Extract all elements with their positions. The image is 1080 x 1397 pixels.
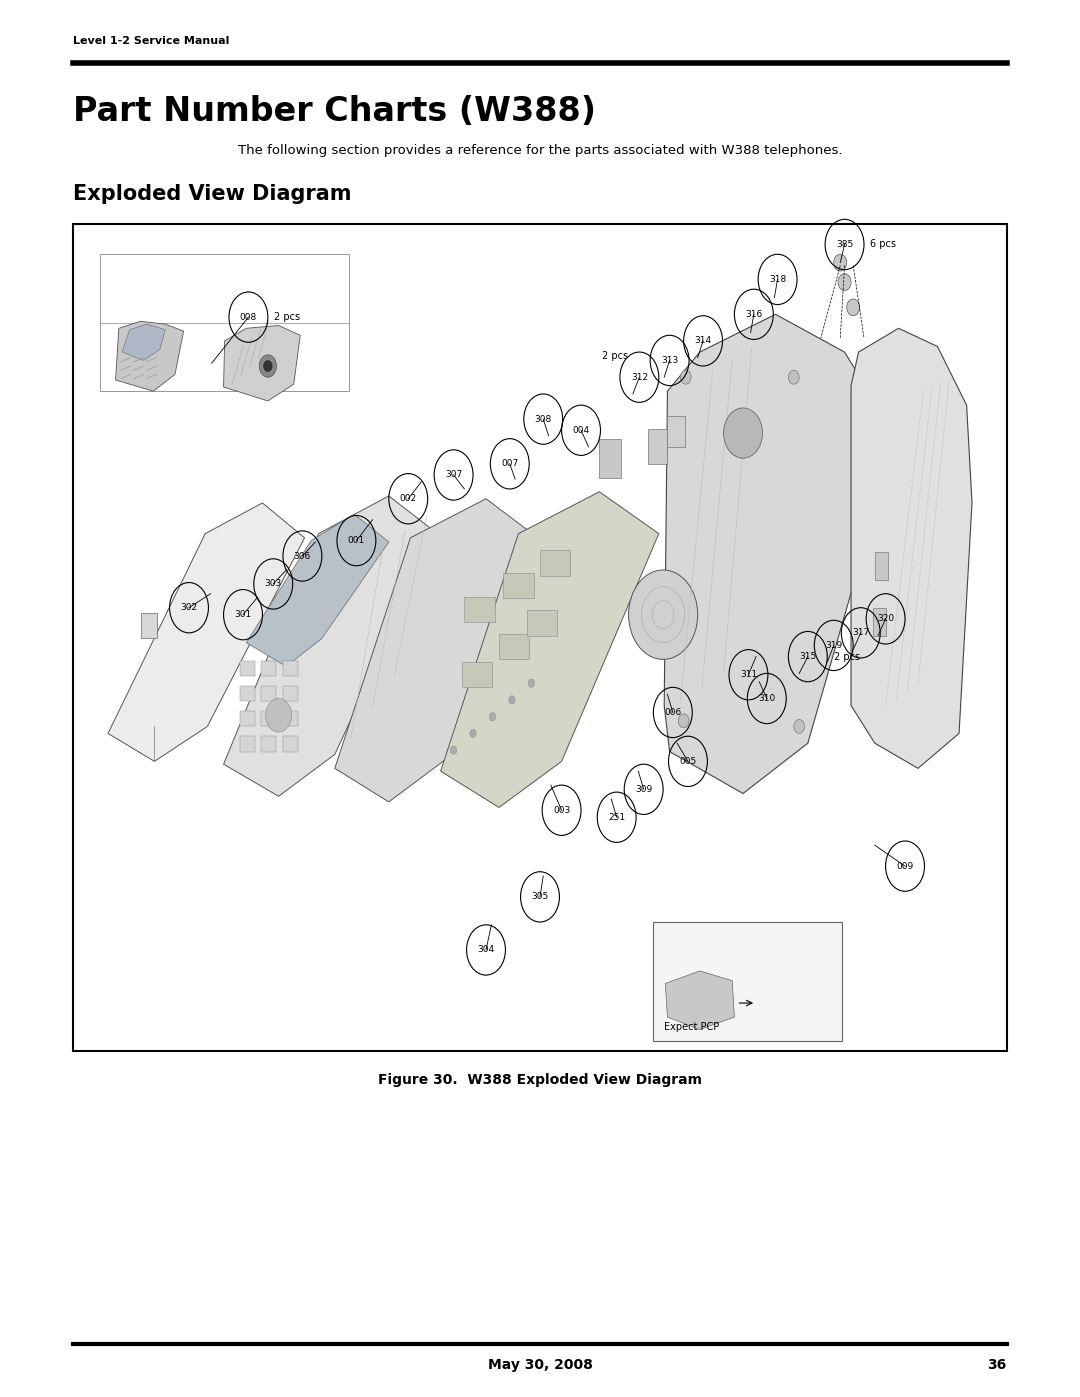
Circle shape xyxy=(794,719,805,733)
Text: 305: 305 xyxy=(531,893,549,901)
Text: 003: 003 xyxy=(553,806,570,814)
Text: 006: 006 xyxy=(664,708,681,717)
Bar xyxy=(261,736,276,752)
Polygon shape xyxy=(122,324,165,360)
Text: 308: 308 xyxy=(535,415,552,423)
Polygon shape xyxy=(441,492,659,807)
Text: 315: 315 xyxy=(799,652,816,661)
Bar xyxy=(261,661,276,676)
Bar xyxy=(240,661,255,676)
Text: 316: 316 xyxy=(745,310,762,319)
Bar xyxy=(648,429,667,464)
Circle shape xyxy=(264,360,272,372)
Bar xyxy=(261,711,276,726)
Circle shape xyxy=(489,712,496,721)
Text: Level 1-2 Service Manual: Level 1-2 Service Manual xyxy=(73,36,230,46)
Text: 320: 320 xyxy=(877,615,894,623)
Polygon shape xyxy=(664,314,877,793)
Text: May 30, 2008: May 30, 2008 xyxy=(487,1358,593,1372)
Text: 301: 301 xyxy=(234,610,252,619)
Bar xyxy=(653,922,842,1041)
Bar xyxy=(499,634,529,659)
Text: 6 pcs: 6 pcs xyxy=(870,239,896,250)
Circle shape xyxy=(678,714,689,728)
Bar xyxy=(283,686,298,701)
Circle shape xyxy=(838,274,851,291)
Polygon shape xyxy=(246,514,389,666)
Circle shape xyxy=(788,370,799,384)
Bar xyxy=(283,711,298,726)
Bar xyxy=(141,613,157,638)
Text: Part Number Charts (W388): Part Number Charts (W388) xyxy=(73,95,596,129)
Text: 318: 318 xyxy=(769,275,786,284)
Circle shape xyxy=(847,299,860,316)
Polygon shape xyxy=(665,971,734,1030)
Text: 36: 36 xyxy=(987,1358,1007,1372)
Text: 319: 319 xyxy=(825,641,842,650)
Bar xyxy=(261,686,276,701)
Text: 306: 306 xyxy=(294,552,311,560)
Text: Figure 30.  W388 Exploded View Diagram: Figure 30. W388 Exploded View Diagram xyxy=(378,1073,702,1087)
Circle shape xyxy=(266,698,292,732)
Circle shape xyxy=(470,729,476,738)
Text: 2 pcs: 2 pcs xyxy=(834,651,860,662)
Text: 005: 005 xyxy=(679,757,697,766)
Text: 007: 007 xyxy=(501,460,518,468)
Bar xyxy=(240,711,255,726)
Polygon shape xyxy=(335,499,538,802)
Bar xyxy=(527,610,557,636)
Polygon shape xyxy=(224,326,300,401)
Bar xyxy=(875,552,888,580)
Text: The following section provides a reference for the parts associated with W388 te: The following section provides a referen… xyxy=(238,144,842,156)
Bar xyxy=(667,416,685,447)
Bar xyxy=(283,661,298,676)
Bar xyxy=(283,736,298,752)
Text: 304: 304 xyxy=(477,946,495,954)
Circle shape xyxy=(450,746,457,754)
Bar xyxy=(540,550,570,576)
Bar xyxy=(100,254,349,391)
Text: 309: 309 xyxy=(635,785,652,793)
Polygon shape xyxy=(224,496,437,796)
Bar xyxy=(240,736,255,752)
Text: 251: 251 xyxy=(608,813,625,821)
Text: 008: 008 xyxy=(240,313,257,321)
Text: 310: 310 xyxy=(758,694,775,703)
Polygon shape xyxy=(116,321,184,391)
Bar xyxy=(240,686,255,701)
Text: 385: 385 xyxy=(836,240,853,249)
Circle shape xyxy=(680,370,691,384)
Text: 001: 001 xyxy=(348,536,365,545)
Text: 302: 302 xyxy=(180,604,198,612)
Bar xyxy=(462,662,492,687)
Text: 004: 004 xyxy=(572,426,590,434)
Bar xyxy=(599,439,621,478)
Polygon shape xyxy=(108,503,305,761)
Text: Expect PCP: Expect PCP xyxy=(664,1023,719,1032)
Text: 2 pcs: 2 pcs xyxy=(274,312,300,323)
Text: 303: 303 xyxy=(265,580,282,588)
Text: 314: 314 xyxy=(694,337,712,345)
Bar xyxy=(873,608,886,636)
Text: 009: 009 xyxy=(896,862,914,870)
Circle shape xyxy=(528,679,535,687)
Bar xyxy=(73,224,1007,1051)
Text: 002: 002 xyxy=(400,495,417,503)
Bar xyxy=(503,573,534,598)
Text: 313: 313 xyxy=(661,356,678,365)
Circle shape xyxy=(509,696,515,704)
Text: 311: 311 xyxy=(740,671,757,679)
Text: Exploded View Diagram: Exploded View Diagram xyxy=(73,184,352,204)
Circle shape xyxy=(259,355,276,377)
Text: 307: 307 xyxy=(445,471,462,479)
Text: 2 pcs: 2 pcs xyxy=(602,351,627,362)
Text: 312: 312 xyxy=(631,373,648,381)
Text: 317: 317 xyxy=(852,629,869,637)
Circle shape xyxy=(629,570,698,659)
Circle shape xyxy=(834,254,847,271)
Circle shape xyxy=(724,408,762,458)
Polygon shape xyxy=(851,328,972,768)
Bar xyxy=(464,597,495,622)
